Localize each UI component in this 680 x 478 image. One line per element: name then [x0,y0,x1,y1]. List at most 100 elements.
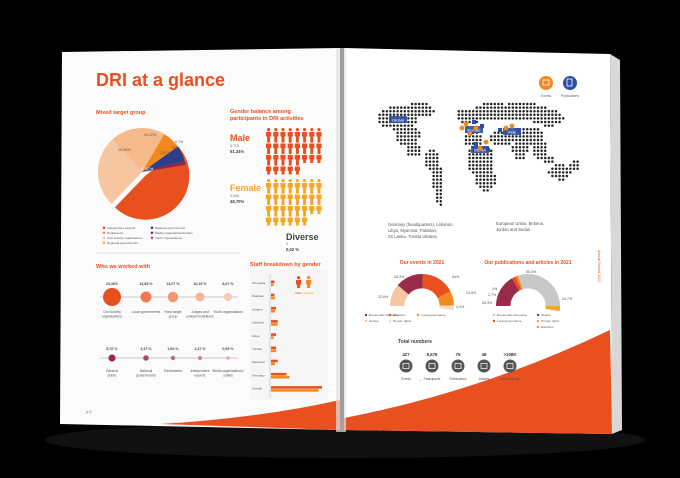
person-body [266,166,272,175]
legend-swatch [150,236,154,240]
map-dot [482,174,486,178]
map-dot [511,113,515,117]
person-body [294,166,300,175]
map-dot [414,142,417,145]
publications-value: 34,7% [562,297,573,301]
map-dot [522,149,525,153]
diverse-count: 3 [286,242,288,246]
staff-bar-female [271,296,275,300]
person-head [267,139,271,143]
map-dot [468,120,471,124]
map-dot [554,174,558,178]
map-dot [414,113,417,117]
events-legend-label: Human rights [393,319,412,323]
map-dot [475,174,479,178]
person-body [287,166,293,175]
map-dot [533,127,536,131]
map-dot [533,135,536,138]
map-dot [428,153,432,156]
gender-heading-line2: participants in DRI activities [230,116,304,122]
map-dot [410,127,414,131]
map-dot [410,131,414,135]
person-head [303,190,307,194]
person-body [266,217,272,226]
map-dot [389,109,392,113]
donut-segment [397,274,423,295]
map-dot [439,192,443,196]
staff-country-label: Myanmar [252,360,265,364]
total-label: Events [401,377,411,381]
person-head [288,190,292,194]
map-dot [565,171,569,174]
map-dot [493,181,497,185]
who-label: Media organisations/ [212,369,243,373]
map-dot [475,117,479,120]
staff-bar-female [271,309,275,313]
map-dot [439,196,443,199]
person-head [317,139,321,143]
map-dot [525,145,529,149]
map-dot [399,142,403,145]
map-dot [439,199,443,203]
map-dot [381,117,385,120]
person-body [280,166,286,175]
map-dot [497,138,500,142]
person-head [281,139,285,143]
map-dot [468,167,471,171]
publication-marker [498,128,502,132]
map-dot [533,138,536,142]
staff-country-label: Pakistan [252,294,264,298]
map-dot [486,109,489,113]
person-head [310,202,314,206]
map-dot [558,167,561,171]
map-dot [475,153,479,156]
map-dot [507,113,511,117]
total-value: 8,579 [427,352,439,357]
who-label: Independent [191,369,210,373]
staff-bar-male [271,386,322,389]
map-dot [407,135,410,138]
map-dot [414,145,417,149]
map-dot [500,117,504,120]
who-pct: 5,76 % [106,347,118,351]
map-dot [403,138,407,142]
person-body [273,155,279,163]
map-dot [522,131,525,135]
person-body [280,206,286,214]
who-pct: 1,69 % [167,347,179,351]
publication-marker [486,148,490,152]
map-dot [493,138,497,142]
staff-chart-bg [250,270,328,400]
map-dot [561,163,565,167]
map-dot [489,138,493,142]
map-dot [475,160,479,163]
map-dot [439,181,443,185]
map-dot [407,113,410,117]
staff-country-label: Lebanon [252,321,264,325]
total-label: Articles [479,377,490,381]
map-dot [529,138,533,142]
publications-legend-swatch [492,319,496,323]
map-dot [417,131,421,135]
map-dot [381,124,385,127]
map-dot [547,113,551,117]
map-dot [493,131,497,135]
map-dot [551,160,554,163]
regions-line-2: Jordan and Sudan. [496,227,531,232]
map-dot [482,153,486,156]
person-head [274,139,278,143]
person-body [273,194,279,203]
map-dot [396,124,399,127]
map-dot [486,181,489,185]
person-head [317,179,321,183]
person-head [281,162,285,166]
map-dot [425,106,428,109]
map-dot [500,135,504,138]
map-dot [525,149,529,153]
map-dot [479,142,482,145]
map-dot [471,160,475,163]
map-dot [576,167,579,171]
person-head [303,139,307,143]
map-dot [561,167,565,171]
map-dot [515,153,518,156]
